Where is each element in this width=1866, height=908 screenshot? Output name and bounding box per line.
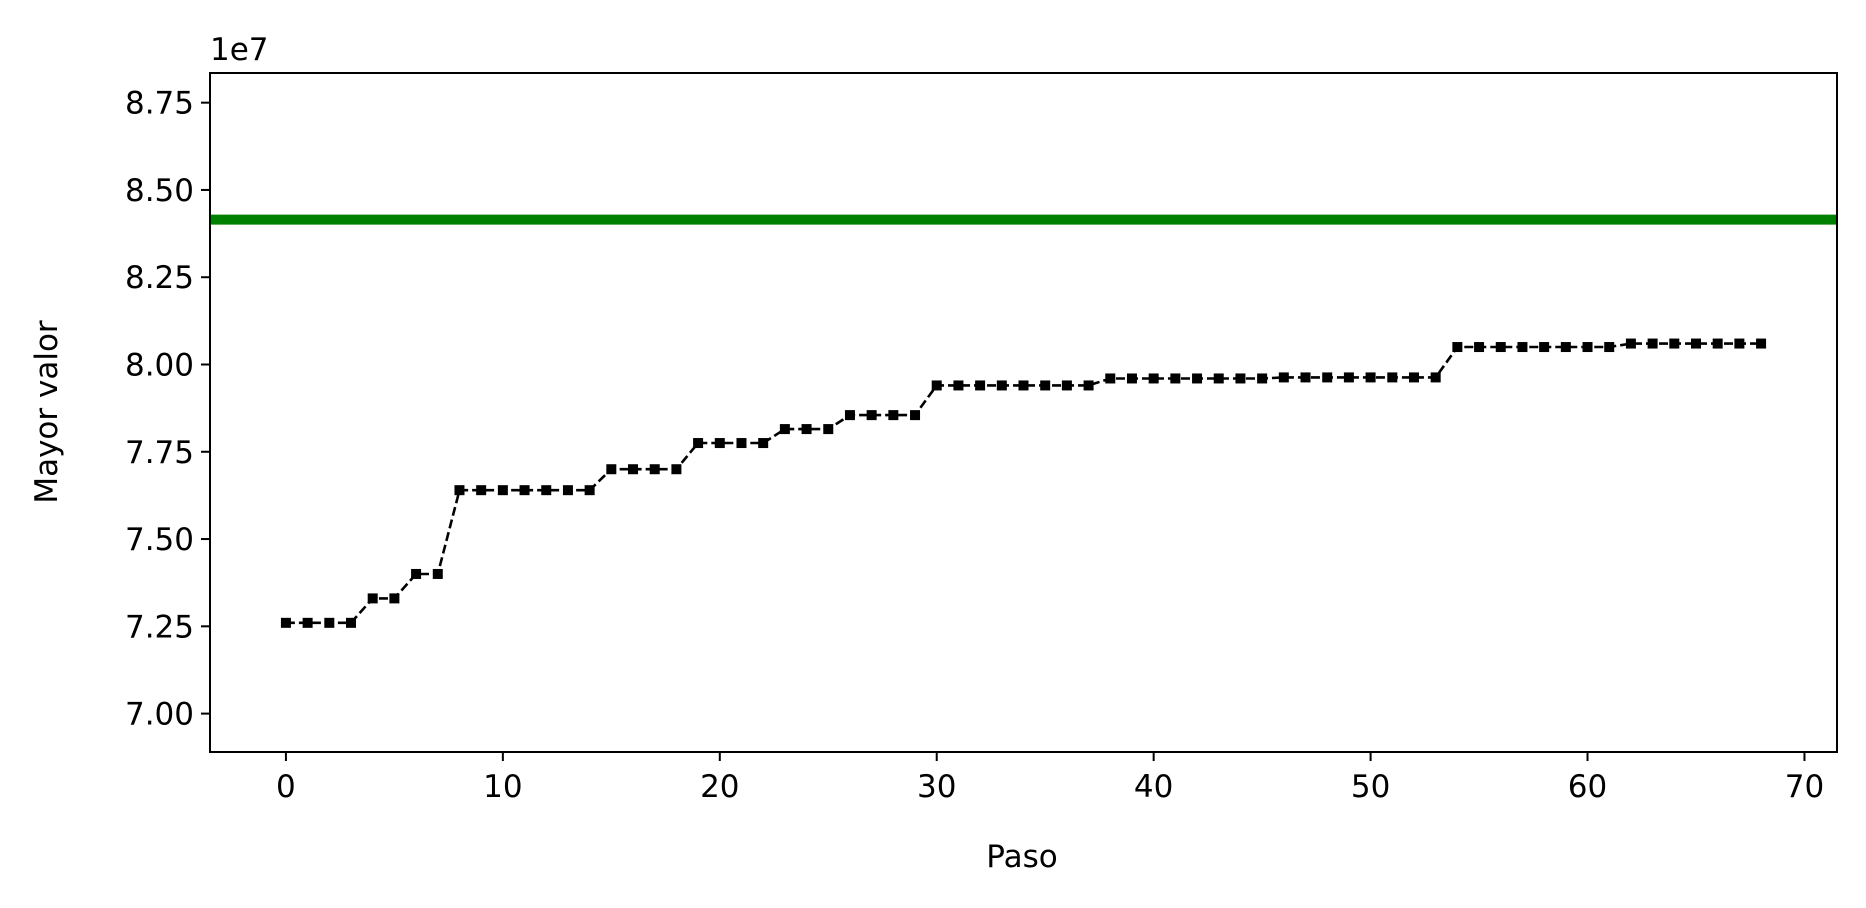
data-point — [1105, 373, 1116, 384]
series-line — [285, 342, 1762, 625]
data-point — [1300, 372, 1311, 383]
x-tick-label: 60 — [1568, 769, 1607, 805]
data-point — [1539, 342, 1550, 353]
data-point — [1712, 338, 1723, 349]
x-tick-label: 50 — [1351, 769, 1390, 805]
data-point — [823, 424, 834, 435]
data-point — [671, 464, 682, 475]
data-point — [1560, 342, 1571, 353]
data-point — [779, 424, 790, 435]
data-point — [1365, 372, 1376, 383]
y-tick-label: 7.50 — [125, 522, 194, 558]
data-point — [280, 617, 291, 628]
data-point — [1387, 372, 1398, 383]
data-point — [1734, 338, 1745, 349]
data-point — [541, 485, 552, 496]
data-point — [1495, 342, 1506, 353]
data-point — [454, 485, 465, 496]
x-tick-label: 30 — [917, 769, 956, 805]
data-point — [1040, 380, 1051, 391]
data-point — [758, 438, 769, 449]
y-tick-label: 7.25 — [125, 609, 194, 645]
data-point — [1322, 372, 1333, 383]
data-point — [1690, 338, 1701, 349]
data-point — [346, 617, 357, 628]
data-point — [1669, 338, 1680, 349]
data-point — [714, 438, 725, 449]
data-point — [1235, 373, 1246, 384]
data-point — [389, 593, 400, 604]
data-point — [1452, 342, 1463, 353]
data-point — [1517, 342, 1528, 353]
data-point — [497, 485, 508, 496]
data-point — [1278, 372, 1289, 383]
y-tick-label: 8.75 — [125, 86, 194, 122]
data-point — [953, 380, 964, 391]
data-point — [1018, 380, 1029, 391]
data-point — [1756, 338, 1767, 349]
y-axis-label: Mayor valor — [29, 320, 65, 504]
y-offset-label: 1e7 — [210, 32, 269, 68]
data-point — [411, 568, 422, 579]
data-point — [1061, 380, 1072, 391]
data-point — [910, 410, 921, 421]
x-tick-label: 0 — [276, 769, 296, 805]
x-axis-label: Paso — [986, 839, 1057, 875]
data-point — [736, 438, 747, 449]
plot-frame — [209, 72, 1838, 753]
data-point — [324, 617, 335, 628]
series-layer — [280, 338, 1767, 628]
data-point — [888, 410, 899, 421]
data-point — [996, 380, 1007, 391]
x-tick-label: 10 — [483, 769, 522, 805]
x-tick-label: 70 — [1785, 769, 1824, 805]
data-point — [367, 593, 378, 604]
data-point — [649, 464, 660, 475]
data-point — [693, 438, 704, 449]
y-tick-label: 8.00 — [125, 347, 194, 383]
data-point — [519, 485, 530, 496]
y-tick-label: 7.00 — [125, 697, 194, 733]
data-point — [628, 464, 639, 475]
data-point — [801, 424, 812, 435]
y-tick-label: 8.25 — [125, 260, 194, 296]
ticks-layer: 0 10 20 30 40 50 60 70 7.00 7.25 7.50 7.75 8.00 8.25 8… — [125, 86, 1824, 805]
data-point — [606, 464, 617, 475]
data-point — [1474, 342, 1485, 353]
data-point — [1083, 380, 1094, 391]
data-point — [844, 410, 855, 421]
data-point — [1192, 373, 1203, 384]
x-tick-label: 20 — [700, 769, 739, 805]
data-point — [1430, 372, 1441, 383]
data-point — [302, 617, 313, 628]
data-point — [1148, 373, 1159, 384]
data-point — [866, 410, 877, 421]
data-point — [1257, 373, 1268, 384]
data-point — [1582, 342, 1593, 353]
data-point — [584, 485, 595, 496]
y-tick-label: 8.50 — [125, 173, 194, 209]
data-point — [1170, 373, 1181, 384]
data-point — [1343, 372, 1354, 383]
data-point — [432, 568, 443, 579]
data-point — [1408, 372, 1419, 383]
data-point — [562, 485, 573, 496]
data-point — [1604, 342, 1615, 353]
data-point — [931, 380, 942, 391]
data-point — [476, 485, 487, 496]
data-point — [1647, 338, 1658, 349]
x-tick-label: 40 — [1134, 769, 1173, 805]
data-point — [1213, 373, 1224, 384]
data-point — [1126, 373, 1137, 384]
y-tick-label: 7.75 — [125, 435, 194, 471]
data-point — [975, 380, 986, 391]
data-point — [1625, 338, 1636, 349]
